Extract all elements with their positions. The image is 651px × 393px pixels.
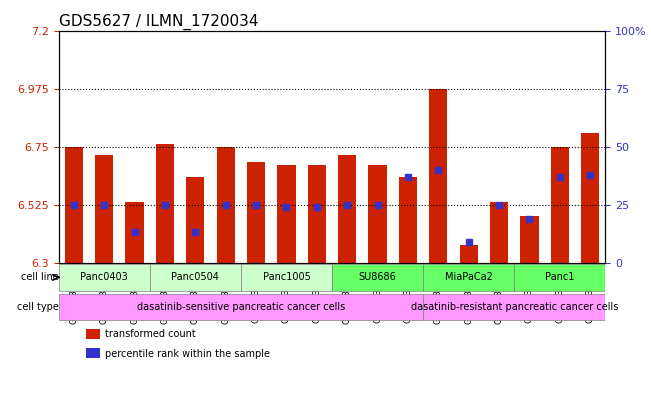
- FancyBboxPatch shape: [332, 264, 423, 291]
- Bar: [156, 144, 174, 263]
- Bar: [551, 147, 569, 263]
- Bar: [429, 89, 447, 263]
- Bar: [95, 155, 113, 263]
- Text: Panc1: Panc1: [545, 272, 575, 283]
- FancyBboxPatch shape: [59, 294, 423, 320]
- Bar: [217, 147, 235, 263]
- Text: Panc1005: Panc1005: [262, 272, 311, 283]
- Bar: [86, 349, 100, 358]
- Text: cell type: cell type: [17, 302, 59, 312]
- Bar: [368, 165, 387, 263]
- FancyBboxPatch shape: [241, 264, 332, 291]
- Text: dasatinib-resistant pancreatic cancer cells: dasatinib-resistant pancreatic cancer ce…: [411, 302, 618, 312]
- FancyBboxPatch shape: [514, 264, 605, 291]
- FancyBboxPatch shape: [423, 264, 514, 291]
- Text: Panc0403: Panc0403: [80, 272, 128, 283]
- Bar: [460, 244, 478, 263]
- Bar: [490, 202, 508, 263]
- Bar: [247, 162, 265, 263]
- FancyBboxPatch shape: [59, 264, 150, 291]
- Text: GDS5627 / ILMN_1720034: GDS5627 / ILMN_1720034: [59, 14, 258, 30]
- Bar: [64, 147, 83, 263]
- FancyBboxPatch shape: [423, 294, 605, 320]
- Bar: [126, 202, 144, 263]
- Text: SU8686: SU8686: [359, 272, 396, 283]
- Bar: [338, 155, 356, 263]
- Bar: [186, 176, 204, 263]
- Bar: [581, 133, 600, 263]
- Bar: [308, 165, 326, 263]
- Text: percentile rank within the sample: percentile rank within the sample: [105, 349, 270, 359]
- Text: Panc0504: Panc0504: [171, 272, 219, 283]
- FancyBboxPatch shape: [150, 264, 241, 291]
- Text: transformed count: transformed count: [105, 329, 196, 339]
- Text: dasatinib-sensitive pancreatic cancer cells: dasatinib-sensitive pancreatic cancer ce…: [137, 302, 345, 312]
- Text: cell line: cell line: [21, 272, 59, 283]
- Bar: [520, 216, 538, 263]
- Text: MiaPaCa2: MiaPaCa2: [445, 272, 493, 283]
- Bar: [399, 176, 417, 263]
- Bar: [86, 329, 100, 339]
- Bar: [277, 165, 296, 263]
